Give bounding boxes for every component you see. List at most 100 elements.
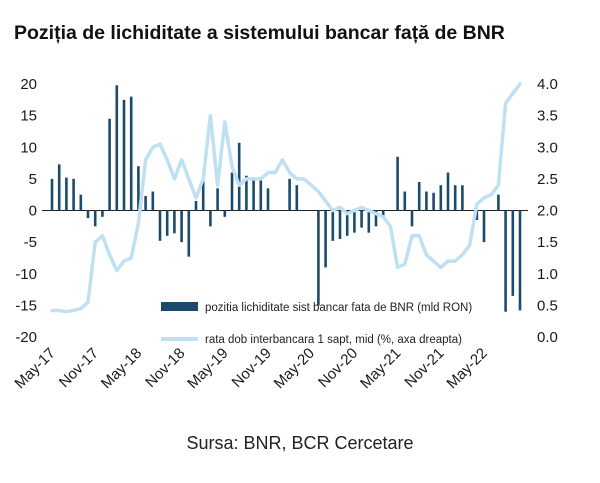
y-right-tick-label: 0.0 bbox=[537, 329, 558, 346]
y-right-tick-label: 1.5 bbox=[537, 234, 558, 251]
y-right-tick-label: 2.0 bbox=[537, 203, 558, 220]
bar bbox=[101, 210, 104, 217]
bar bbox=[180, 210, 183, 243]
x-tick-label: May-18 bbox=[98, 345, 145, 392]
chart-title: Poziția de lichiditate a sistemului banc… bbox=[14, 22, 505, 44]
bar bbox=[79, 194, 83, 211]
bar bbox=[65, 177, 68, 211]
y-left-tick-label: 15 bbox=[20, 108, 37, 125]
bar bbox=[151, 191, 155, 211]
bar bbox=[497, 194, 500, 211]
y-left-tick-label: 10 bbox=[20, 139, 37, 156]
bar bbox=[439, 185, 443, 211]
x-tick-label: May-21 bbox=[357, 345, 404, 392]
bar bbox=[144, 195, 147, 211]
bar bbox=[353, 210, 356, 233]
bar bbox=[57, 164, 61, 211]
bar bbox=[381, 210, 385, 217]
bar bbox=[425, 191, 428, 211]
x-tick-label: May-20 bbox=[271, 345, 318, 392]
bar bbox=[475, 210, 479, 220]
bar bbox=[129, 96, 133, 211]
x-tick-label: Nov-19 bbox=[229, 345, 275, 391]
bar bbox=[511, 210, 515, 296]
bar bbox=[518, 210, 522, 311]
bar bbox=[360, 210, 363, 228]
bar bbox=[122, 99, 126, 211]
legend-line-label: rata dob interbancara 1 sapt, mid (%, ax… bbox=[205, 334, 462, 346]
bar bbox=[72, 178, 75, 211]
bar bbox=[223, 210, 227, 217]
bar bbox=[446, 172, 450, 211]
bar bbox=[317, 210, 320, 306]
bar bbox=[86, 210, 90, 219]
y-right-tick-label: 3.5 bbox=[537, 108, 558, 125]
bar bbox=[288, 178, 291, 211]
interbank-rate-line bbox=[50, 82, 522, 314]
bar bbox=[187, 210, 191, 257]
y-left-tick-label: -20 bbox=[15, 329, 37, 346]
legend: pozitia lichiditate sist bancar fata de … bbox=[161, 302, 472, 346]
bar bbox=[245, 175, 248, 211]
bar bbox=[295, 185, 299, 211]
bar bbox=[165, 210, 169, 236]
bar bbox=[410, 210, 414, 227]
bar bbox=[216, 188, 219, 211]
x-tick-label: May-17 bbox=[11, 345, 58, 392]
bar bbox=[331, 210, 335, 241]
x-tick-labels: May-17Nov-17May-18Nov-18May-19Nov-19May-… bbox=[11, 345, 490, 392]
bar bbox=[266, 188, 270, 211]
y-left-tick-label: -15 bbox=[15, 297, 37, 314]
bar bbox=[374, 210, 378, 227]
bar bbox=[367, 210, 371, 233]
bar bbox=[252, 178, 255, 211]
bar bbox=[115, 85, 119, 211]
y-left-tick-label: 0 bbox=[29, 203, 37, 220]
bar bbox=[345, 210, 349, 236]
bar bbox=[137, 166, 140, 211]
y-right-tick-label: 2.5 bbox=[537, 171, 558, 188]
y-right-tick-label: 0.5 bbox=[537, 297, 558, 314]
bar bbox=[173, 210, 176, 234]
bar bbox=[396, 156, 399, 211]
bar bbox=[209, 210, 212, 227]
bar bbox=[230, 172, 234, 211]
bar bbox=[158, 210, 162, 241]
legend-bar-swatch bbox=[161, 302, 198, 311]
legend-bar-label: pozitia lichiditate sist bancar fata de … bbox=[205, 302, 472, 314]
bar-series bbox=[50, 85, 522, 312]
bar bbox=[453, 185, 457, 211]
bar bbox=[432, 192, 435, 211]
bar bbox=[194, 201, 198, 211]
y-left-tick-label: 5 bbox=[29, 171, 37, 188]
y-left-tick-label: -10 bbox=[15, 266, 37, 283]
x-tick-label: May-19 bbox=[184, 345, 231, 392]
y-right-tick-label: 1.0 bbox=[537, 266, 558, 283]
x-tick-label: Nov-20 bbox=[315, 345, 361, 391]
y-left-tick-label: -5 bbox=[24, 234, 37, 251]
bar bbox=[108, 118, 111, 211]
y-left-tick-label: 20 bbox=[20, 76, 37, 93]
x-tick-label: May-22 bbox=[443, 345, 490, 392]
bar bbox=[482, 210, 486, 243]
bar bbox=[237, 142, 241, 211]
bar bbox=[50, 178, 54, 211]
x-tick-label: Nov-17 bbox=[56, 345, 102, 391]
bar bbox=[201, 180, 205, 211]
bar bbox=[338, 210, 342, 239]
y-axis-right: 4.0 3.5 3.0 2.5 2.0 1.5 1.0 0.5 0.0 bbox=[537, 76, 558, 346]
bar bbox=[417, 182, 421, 211]
bar bbox=[259, 176, 263, 211]
x-tick-label: Nov-21 bbox=[401, 345, 447, 391]
bar bbox=[504, 210, 507, 312]
bar bbox=[461, 185, 464, 211]
y-right-tick-label: 4.0 bbox=[537, 76, 558, 93]
x-tick-label: Nov-18 bbox=[142, 345, 188, 391]
source-note: Sursa: BNR, BCR Cercetare bbox=[186, 433, 414, 453]
bar bbox=[93, 210, 97, 227]
bar bbox=[324, 210, 327, 268]
y-axis-left: 20 15 10 5 0 -5 -10 -15 -20 bbox=[15, 76, 37, 346]
y-right-tick-label: 3.0 bbox=[537, 139, 558, 156]
bar bbox=[403, 191, 407, 211]
